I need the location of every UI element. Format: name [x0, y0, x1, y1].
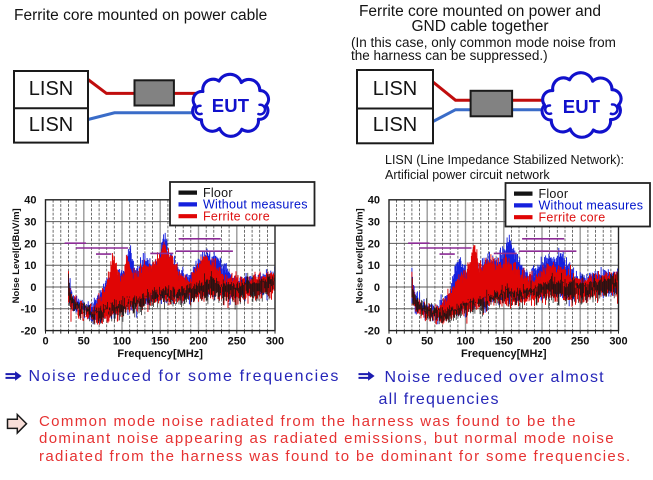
svg-text:0: 0 [386, 335, 392, 347]
svg-text:Frequency[MHz]: Frequency[MHz] [117, 348, 203, 360]
svg-text:30: 30 [24, 217, 36, 229]
svg-text:10: 10 [368, 260, 380, 272]
svg-text:300: 300 [266, 335, 284, 347]
svg-text:Frequency[MHz]: Frequency[MHz] [461, 348, 547, 360]
svg-text:-20: -20 [364, 326, 380, 338]
svg-text:Floor: Floor [539, 187, 569, 201]
svg-text:10: 10 [24, 260, 36, 272]
svg-text:0: 0 [374, 282, 380, 294]
svg-text:Noise Level[dBuV/m]: Noise Level[dBuV/m] [11, 208, 22, 303]
svg-text:-10: -10 [364, 304, 380, 316]
svg-text:50: 50 [78, 335, 90, 347]
svg-text:100: 100 [113, 335, 131, 347]
svg-text:Floor: Floor [203, 186, 233, 200]
svg-text:30: 30 [368, 217, 380, 229]
svg-text:Ferrite core: Ferrite core [203, 210, 270, 224]
svg-text:Ferrite core: Ferrite core [539, 211, 606, 225]
svg-text:100: 100 [456, 335, 474, 347]
svg-text:50: 50 [421, 335, 433, 347]
svg-text:Noise Level[dBuV/m]: Noise Level[dBuV/m] [355, 208, 366, 303]
svg-text:200: 200 [189, 335, 207, 347]
svg-text:40: 40 [368, 195, 380, 207]
svg-text:150: 150 [151, 335, 169, 347]
svg-text:200: 200 [533, 335, 551, 347]
svg-text:20: 20 [24, 238, 36, 250]
svg-text:250: 250 [228, 335, 246, 347]
svg-text:0: 0 [30, 282, 36, 294]
svg-text:0: 0 [42, 335, 48, 347]
svg-text:-10: -10 [21, 304, 37, 316]
svg-text:20: 20 [368, 238, 380, 250]
svg-text:150: 150 [495, 335, 513, 347]
svg-text:300: 300 [609, 335, 627, 347]
svg-text:-20: -20 [21, 326, 37, 338]
svg-text:250: 250 [571, 335, 589, 347]
svg-text:Without measures: Without measures [203, 198, 308, 212]
svg-text:40: 40 [24, 195, 36, 207]
svg-text:Without measures: Without measures [539, 199, 644, 213]
